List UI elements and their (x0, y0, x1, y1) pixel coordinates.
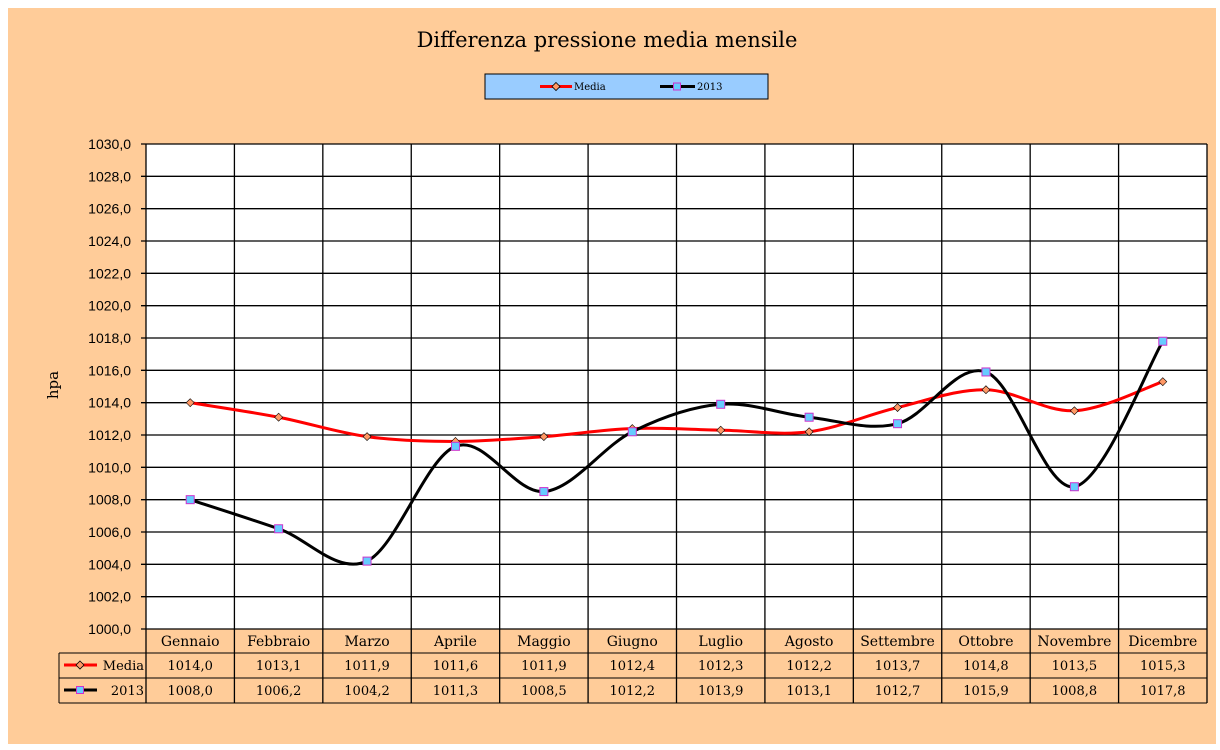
table-cell: 1015,3 (1140, 659, 1186, 674)
table-cell: 1006,2 (256, 684, 302, 699)
y-tick-label: 1018,0 (88, 330, 131, 346)
point-2013 (539, 487, 549, 497)
point-media (185, 398, 195, 408)
point-2013 (893, 419, 903, 429)
point-media (274, 412, 284, 422)
point-2013 (627, 427, 637, 437)
series-markers (185, 336, 1168, 566)
chart-title: Differenza pressione media mensile (417, 28, 798, 52)
table-key-marker (76, 686, 84, 694)
y-tick-label: 1008,0 (88, 492, 131, 508)
table-cell: 1011,9 (521, 659, 567, 674)
table-cell: 1008,0 (167, 684, 213, 699)
legend-media-label: Media (574, 82, 606, 93)
x-tick-label: Giugno (607, 634, 658, 650)
y-tick-label: 1030,0 (88, 136, 131, 152)
y-axis-ticks: 1000,0 1002,0 1004,0 1006,0 1008,0 1010,0 1012… (88, 136, 131, 637)
table-cell: 1013,1 (786, 684, 832, 699)
table-cell: 1008,8 (1052, 684, 1098, 699)
point-2013 (716, 399, 726, 409)
x-tick-label: Dicembre (1128, 634, 1197, 650)
y-tick-label: 1004,0 (88, 556, 131, 572)
x-tick-label: Aprile (433, 634, 477, 650)
y-tick-label: 1000,0 (88, 621, 131, 637)
table-cell: 1012,2 (610, 684, 656, 699)
point-media (804, 427, 814, 437)
table-cell: 1008,5 (521, 684, 567, 699)
y-tick-label: 1020,0 (88, 298, 131, 314)
table-cell: 1012,4 (610, 659, 656, 674)
y-tick-label: 1002,0 (88, 589, 131, 605)
point-media (539, 432, 549, 442)
y-tick-label: 1014,0 (88, 395, 131, 411)
table-cell: 1014,8 (963, 659, 1009, 674)
table-cell: 1013,5 (1052, 659, 1098, 674)
point-2013 (981, 367, 991, 377)
y-tick-label: 1016,0 (88, 362, 131, 378)
table-cell: 1011,3 (433, 684, 479, 699)
x-tick-label: Maggio (517, 634, 571, 650)
x-tick-label: Ottobre (958, 634, 1013, 650)
y-tick-label: 1028,0 (88, 168, 131, 184)
x-tick-label: Gennaio (161, 634, 220, 650)
table-cell: 1017,8 (1140, 684, 1186, 699)
point-media (716, 425, 726, 435)
x-tick-label: Marzo (344, 634, 389, 650)
table-key-marker (75, 660, 85, 670)
point-2013 (274, 524, 284, 534)
point-media (1069, 406, 1079, 416)
legend: Media 2013 (484, 73, 769, 100)
table-cell: 1015,9 (963, 684, 1009, 699)
y-tick-label: 1022,0 (88, 265, 131, 281)
x-tick-label: Settembre (860, 634, 935, 650)
point-media (981, 385, 991, 395)
table-cell: 1014,0 (167, 659, 213, 674)
point-media (1158, 377, 1168, 387)
series-line-media (189, 380, 1164, 443)
table-cell: 1011,9 (344, 659, 390, 674)
point-2013 (450, 441, 460, 451)
legend-2013-marker (673, 82, 681, 91)
legend-media-marker (551, 81, 561, 92)
table-series-name: Media (103, 659, 144, 674)
y-tick-label: 1012,0 (88, 427, 131, 443)
x-tick-label: Febbraio (247, 634, 310, 650)
table-cell: 1011,6 (433, 659, 479, 674)
point-media (362, 432, 372, 442)
y-axis-title: hpa (44, 371, 62, 399)
table-cell: 1013,9 (698, 684, 744, 699)
point-2013 (185, 495, 195, 505)
x-tick-label: Novembre (1037, 634, 1111, 650)
table-cell: 1012,3 (698, 659, 744, 674)
table-cell: 1004,2 (344, 684, 390, 699)
point-2013 (1069, 482, 1079, 492)
table-cell: 1012,2 (786, 659, 832, 674)
y-tick-label: 1024,0 (88, 233, 131, 249)
table-cell: 1013,1 (256, 659, 302, 674)
x-tick-label: Luglio (698, 634, 743, 650)
point-2013 (804, 412, 814, 422)
y-tick-label: 1006,0 (88, 524, 131, 540)
y-tick-label: 1010,0 (88, 459, 131, 475)
point-2013 (1158, 336, 1168, 346)
data-table: Gennaio Febbraio Marzo Aprile Maggio Giugno Lu… (58, 634, 1207, 704)
y-tick-label: 1026,0 (88, 201, 131, 217)
table-series-name: 2013 (111, 684, 144, 699)
x-tick-label: Agosto (784, 634, 834, 650)
table-cell: 1013,7 (875, 659, 921, 674)
legend-box (484, 73, 769, 100)
table-cell: 1012,7 (875, 684, 921, 699)
point-media (893, 403, 902, 412)
point-2013 (362, 556, 372, 566)
legend-2013-label: 2013 (697, 82, 722, 93)
